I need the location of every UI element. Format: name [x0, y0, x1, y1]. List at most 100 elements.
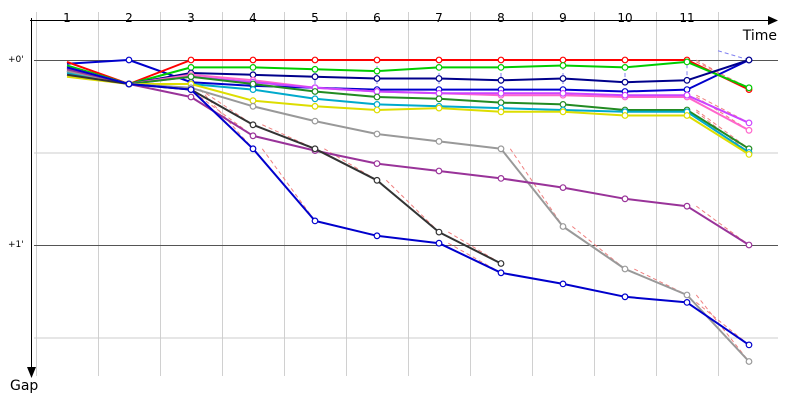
data-point [559, 280, 567, 288]
pit-stop-line [262, 124, 316, 150]
data-point [435, 56, 443, 64]
series-group [66, 56, 753, 365]
data-point [745, 358, 753, 365]
data-point [435, 228, 443, 236]
data-point [187, 86, 195, 93]
data-point [683, 299, 691, 306]
x-tick-label: 1 [63, 11, 71, 25]
series-path [66, 70, 750, 150]
data-point [187, 93, 195, 101]
data-point [249, 56, 257, 64]
data-point [497, 76, 505, 84]
data-point [683, 291, 691, 299]
data-point [435, 95, 443, 103]
series-path [66, 66, 750, 346]
data-point [745, 56, 753, 64]
pit-stop-line [696, 205, 750, 246]
series-path [66, 75, 750, 156]
data-point [435, 167, 443, 175]
data-point [621, 91, 629, 99]
data-point [249, 63, 257, 71]
series-line [66, 66, 753, 349]
data-point [745, 150, 753, 158]
data-point [373, 88, 381, 95]
data-point [249, 86, 257, 93]
data-point [497, 108, 505, 116]
data-point [249, 80, 257, 88]
data-point [745, 126, 753, 134]
data-point [497, 145, 505, 153]
data-point [373, 75, 381, 82]
data-point [373, 106, 381, 114]
series-path [66, 68, 750, 246]
x-tick-label: 8 [497, 11, 505, 25]
data-point [559, 56, 567, 64]
data-point [249, 97, 257, 105]
data-point [311, 73, 319, 81]
data-point [497, 99, 505, 106]
data-point [559, 108, 567, 116]
data-point [559, 62, 567, 69]
data-point [435, 75, 443, 82]
x-tick-label: 6 [373, 11, 381, 25]
data-point [621, 63, 629, 71]
series-path [66, 70, 750, 363]
axes: 1 2 3 4 5 6 7 8 9 10 11 +0' +1' [8, 11, 778, 378]
pit-stop-line [261, 148, 316, 222]
data-point [435, 104, 443, 112]
x-tick-label: 5 [311, 11, 319, 25]
data-point [373, 56, 381, 64]
x-tick-label: 3 [187, 11, 195, 25]
pit-stop-line [717, 50, 750, 61]
data-point [249, 102, 257, 110]
data-point [559, 184, 567, 192]
data-point [249, 145, 257, 153]
data-point [621, 195, 629, 203]
data-point [311, 102, 319, 110]
x-tick-label: 9 [559, 11, 567, 25]
data-point [435, 63, 443, 71]
pit-stop-line [509, 148, 564, 227]
pit-stop-line [385, 179, 440, 233]
y-axis-title: Gap [10, 378, 38, 394]
series-path [66, 59, 750, 85]
data-point [745, 341, 753, 349]
data-point [683, 58, 691, 66]
data-point [559, 223, 567, 230]
data-point [621, 56, 629, 64]
data-point [311, 145, 319, 153]
data-point [373, 232, 381, 240]
x-tick-label: 4 [249, 11, 257, 25]
pit-stop-line [696, 109, 750, 150]
data-point [125, 80, 133, 88]
series-line [66, 72, 753, 156]
data-point [249, 121, 257, 129]
data-point [683, 112, 691, 119]
y-tick-label: +1' [8, 240, 24, 250]
x-tick-label: 10 [617, 11, 632, 25]
data-point [311, 56, 319, 64]
series-line [66, 70, 753, 365]
data-point [683, 202, 691, 210]
pit-stop-line [695, 294, 750, 362]
data-point [187, 63, 195, 71]
data-point [125, 56, 133, 64]
x-tick-label: 11 [679, 11, 694, 25]
data-point [497, 89, 505, 97]
pit-stop-line [634, 268, 688, 296]
data-point [559, 75, 567, 82]
pit-stop-line [200, 96, 254, 137]
data-point [497, 63, 505, 71]
data-point [187, 73, 195, 81]
series-line [66, 66, 753, 134]
data-point [435, 89, 443, 97]
data-point [373, 160, 381, 168]
data-point [745, 84, 753, 92]
data-point [311, 88, 319, 95]
data-point [373, 100, 381, 108]
data-point [373, 93, 381, 101]
series-line [66, 56, 753, 95]
data-point [497, 174, 505, 182]
data-point [497, 260, 505, 267]
